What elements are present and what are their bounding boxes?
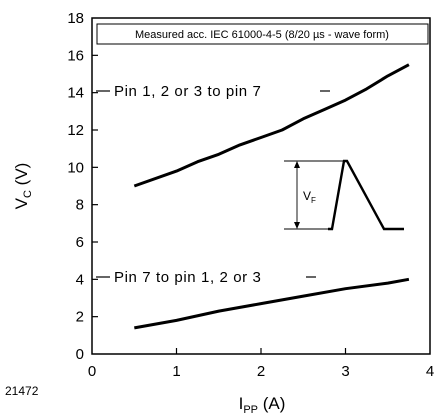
y-tick-label: 0 [76, 346, 84, 363]
x-tick-label: 3 [341, 363, 349, 380]
y-tick-label: 12 [67, 122, 84, 139]
caption-text: Measured acc. IEC 61000-4-5 (8/20 µs - w… [135, 29, 389, 41]
y-tick-label: 6 [76, 234, 84, 251]
y-tick-label: 14 [67, 85, 84, 102]
inset-arrow-up [294, 161, 300, 168]
y-tick-label: 18 [67, 10, 84, 27]
series-1-label: Pin 1, 2 or 3 to pin 7 [114, 83, 261, 100]
x-tick-label: 2 [257, 363, 265, 380]
x-axis-title: IPP (A) [239, 394, 286, 416]
inset-vf-label: VF [303, 189, 316, 205]
inset-waveform: VF [284, 159, 404, 231]
series-layer [133, 63, 410, 330]
series-1-label-bg [110, 79, 322, 101]
series-line-2 [134, 277, 410, 330]
figure-number: 21472 [5, 384, 39, 398]
series-2-label-bg [110, 265, 308, 287]
y-tick-label: 10 [67, 159, 84, 176]
series-line-1 [133, 63, 410, 188]
y-axis-ticks: 0 2 4 6 8 10 12 14 16 18 [67, 10, 98, 363]
y-tick-label: 4 [76, 271, 84, 288]
inset-arrow-down [294, 222, 300, 229]
y-tick-label: 2 [76, 309, 84, 326]
y-axis-title: VC (V) [12, 163, 34, 210]
x-tick-label: 0 [88, 363, 96, 380]
inset-pulse-shape [328, 159, 404, 231]
caption-box [96, 23, 429, 45]
y-tick-label: 16 [67, 47, 84, 64]
x-axis-ticks: 0 1 2 3 4 [88, 348, 434, 380]
x-tick-label: 1 [172, 363, 180, 380]
y-tick-label: 8 [76, 197, 84, 214]
x-tick-label: 4 [426, 363, 434, 380]
series-2-label: Pin 7 to pin 1, 2 or 3 [114, 269, 261, 286]
